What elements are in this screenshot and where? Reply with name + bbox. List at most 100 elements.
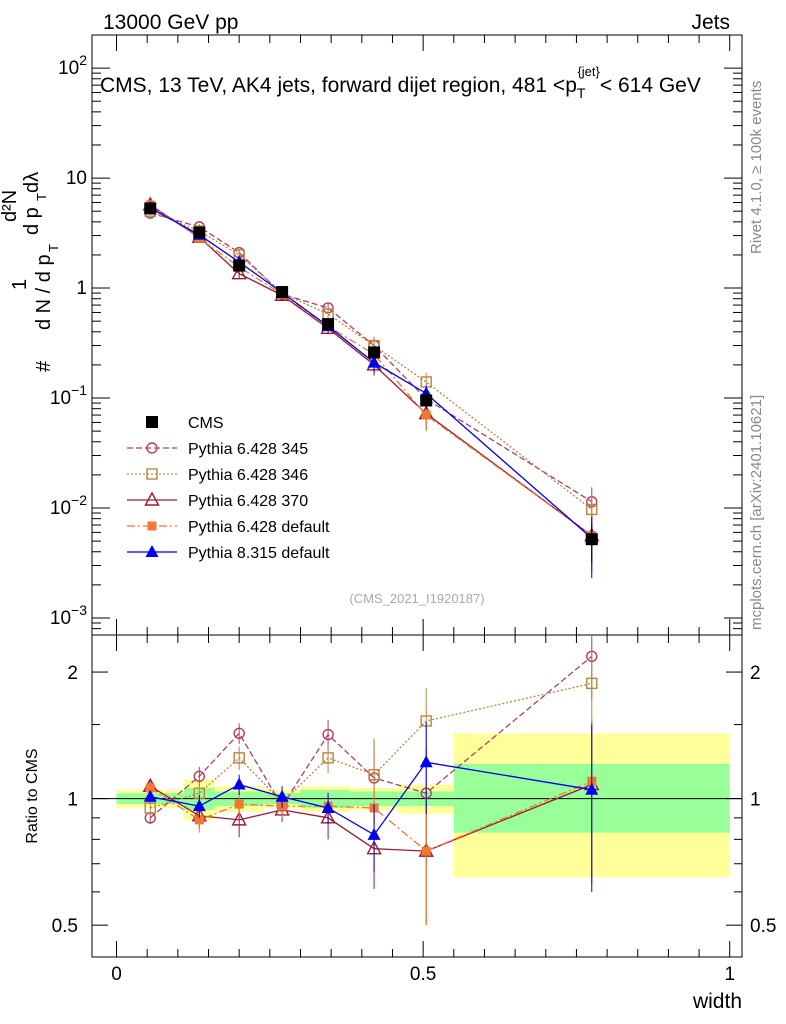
legend-label: Pythia 8.315 default [188,545,330,562]
legend-marker [146,468,158,480]
series-line [150,212,593,503]
ratio-data-point [419,755,433,768]
x-axis-label: width [692,990,742,1013]
main-y-tick-label-2: 10−1 [50,382,87,409]
main-y-axis-label: d N / d p T 1 d p T dλ d²N # [0,172,61,372]
data-point [420,394,433,407]
main-y-tick-label-1: 10−2 [50,492,87,519]
ratio-series-line [149,655,593,819]
data-point [322,318,335,331]
data-point [368,346,381,359]
legend-item-cms: CMS [146,415,224,432]
x-tick-label-2: 1 [724,964,735,985]
ratio-series-line [150,682,592,809]
legend-label: CMS [188,415,224,432]
ratio-data-point [275,789,289,802]
ratio-data-point [232,777,246,790]
ratio-y-tick-label-right-0: 0.5 [750,916,776,937]
rivet-version-label: Rivet 4.1.0, ≥ 100k events [748,81,765,254]
ratio-series-line [149,783,593,852]
series-pythia-6-428-370 [142,196,600,573]
data-point [233,259,246,272]
analysis-id-label: (CMS_2021_I1920187) [349,591,484,606]
y-label-part-dN: d N / d p [33,254,55,330]
data-point [193,226,206,239]
data-point [586,503,598,516]
y-label-part-d2N: d²N [0,190,21,222]
series-pythia-6-428-default [145,200,597,573]
ratio-plot-frame [91,634,743,958]
legend-label: Pythia 6.428 default [188,519,330,536]
ratio-data-point [421,846,431,856]
x-tick-label-1: 0.5 [410,964,436,985]
ratio-data-point [192,799,206,812]
ratio-data-point [321,800,335,813]
legend-label: Pythia 6.428 346 [188,467,308,484]
ratio-data-point [322,728,334,741]
y-label-part-hash: # [33,360,55,372]
energy-label: 13000 GeV pp [103,11,238,34]
ratio-data-point [233,752,245,764]
ratio-data-point [145,783,155,793]
main-series-group [142,196,600,579]
ratio-data-point [322,752,334,764]
ratio-data-point [144,802,156,814]
ratio-data-point [234,799,244,809]
legend: CMS Pythia 6.428 345 Pythia 6.428 346 Pythi… [127,415,330,562]
x-tick-label-0: 0 [111,964,122,985]
ratio-data-point [585,782,599,795]
legend-item-pythia-8-315-default: Pythia 8.315 default [127,545,330,562]
ratio-y-tick-label-left-1: 1 [67,790,78,811]
ratio-y-axis-label: Ratio to CMS [24,748,41,843]
y-label-part-dpdl: d p [21,207,43,235]
ratio-y-tick-label-right-1: 1 [750,790,761,811]
ratio-data-point [368,768,380,781]
ratio-data-point [231,811,247,826]
data-point [144,202,157,215]
legend-marker [144,491,160,506]
series-line [149,207,593,539]
series-line [150,210,593,510]
main-y-tick-label-5: 102 [58,52,87,79]
ratio-data-point [194,815,204,825]
data-point [585,533,598,546]
legend-marker [145,545,159,557]
legend-item-pythia-6-428-345: Pythia 6.428 345 [127,441,308,458]
legend-marker [147,521,157,531]
ratio-data-point [586,677,598,690]
ratio-series-pythia-8-315-default [143,722,599,892]
legend-marker [146,416,158,428]
legend-item-pythia-6-428-370: Pythia 6.428 370 [127,491,308,510]
main-y-tick-label-3: 1 [76,278,87,299]
legend-item-pythia-6-428-346: Pythia 6.428 346 [127,467,308,484]
legend-label: Pythia 6.428 370 [188,493,308,510]
main-y-tick-label-0: 10−3 [50,602,87,629]
legend-label: Pythia 6.428 345 [188,441,308,458]
plot-title: CMS, 13 TeV, AK4 jets, forward dijet reg… [100,64,701,101]
main-y-tick-label-4: 10 [66,168,87,189]
ratio-series-line [149,780,593,852]
y-label-part-dl: dλ [21,172,43,193]
series-cms [144,202,598,563]
legend-marker [146,442,158,454]
source-reference-label: mcplots.cern.ch [arXiv:2401.10621] [748,395,765,630]
ratio-data-point [193,770,206,782]
ratio-series-line [150,761,592,836]
data-point [231,265,247,280]
ratio-axis-ticks: 0 0.5 1 0.5 0.5 1 1 2 2 [52,663,777,985]
data-point [276,286,289,299]
data-point [367,355,381,368]
ratio-data-point [143,789,157,802]
ratio-series-group [142,635,600,926]
ratio-y-tick-label-right-2: 2 [750,663,761,684]
y-label-part-T2: T [34,193,49,201]
ratio-y-tick-label-left-0: 0.5 [52,916,78,937]
y-label-part-T: T [46,244,61,252]
category-label: Jets [691,11,730,34]
legend-item-pythia-6-428-default: Pythia 6.428 default [127,519,330,536]
main-axis-ticks: 10−3 10−2 10−1 1 10 102 [50,35,742,957]
y-label-part-one: 1 [9,279,31,290]
ratio-data-point [367,827,381,840]
ratio-y-tick-label-left-2: 2 [67,663,78,684]
